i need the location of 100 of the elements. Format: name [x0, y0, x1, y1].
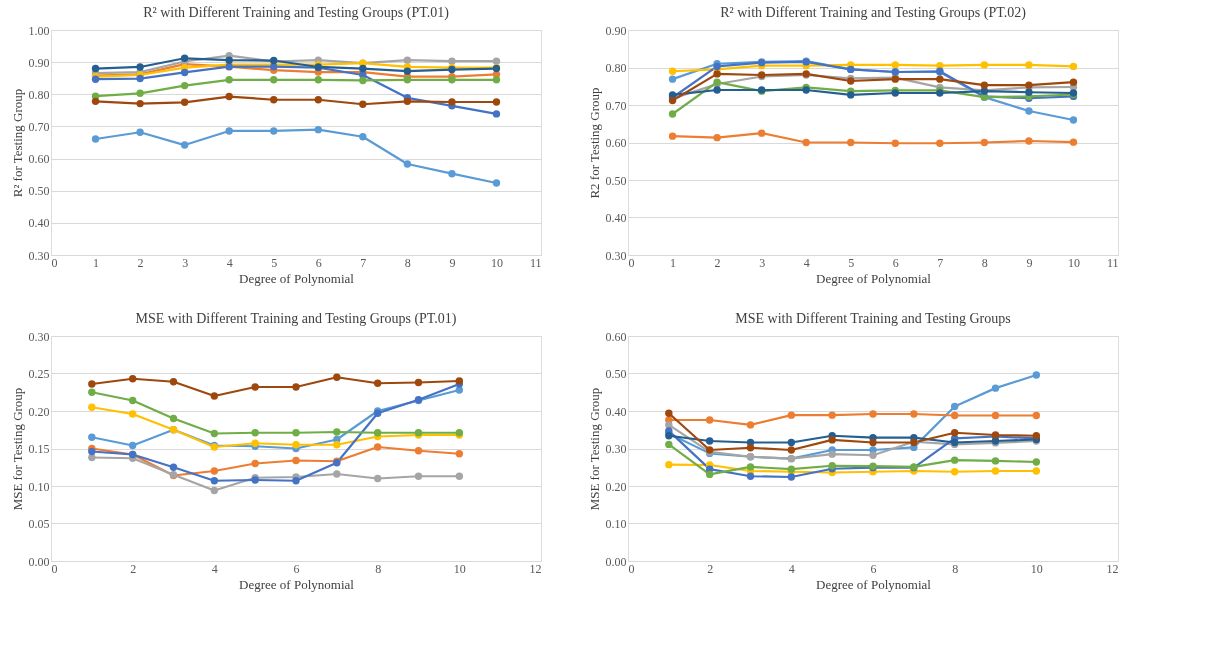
point — [128, 396, 137, 405]
point — [492, 98, 501, 106]
x-tick-label: 10 — [453, 561, 466, 576]
y-tick-label: 0.05 — [28, 517, 50, 531]
y-tick-label: 0.40 — [28, 216, 50, 231]
point — [180, 68, 189, 77]
point — [180, 54, 189, 62]
point — [225, 92, 233, 101]
y-tick-label: 1.00 — [28, 23, 50, 38]
point — [128, 410, 137, 418]
point — [950, 411, 959, 420]
point — [828, 436, 836, 444]
point — [713, 86, 721, 94]
point — [991, 411, 1000, 420]
x-tick-label: 2 — [137, 255, 144, 270]
y-tick-label: 0.60 — [28, 152, 50, 167]
point — [665, 440, 673, 449]
point — [359, 133, 367, 141]
point — [270, 76, 278, 84]
point — [1032, 467, 1041, 475]
point — [980, 61, 989, 69]
x-tick-label: 2 — [714, 255, 721, 270]
point — [950, 456, 959, 464]
point — [713, 133, 721, 142]
point — [314, 76, 322, 84]
y-tick-label: 0.40 — [605, 404, 627, 419]
point — [757, 129, 766, 137]
x-tick-label: 12 — [529, 561, 542, 576]
point — [1032, 458, 1041, 466]
y-tick-label: 0.50 — [605, 173, 627, 188]
point — [492, 76, 501, 84]
x-tick-label: 0 — [628, 561, 635, 576]
point — [91, 135, 100, 143]
point — [169, 378, 178, 386]
point — [180, 98, 189, 107]
point — [1025, 137, 1033, 145]
y-axis-title: MSE for Testing Group — [586, 387, 602, 511]
point — [455, 450, 464, 458]
point — [787, 473, 796, 481]
y-axis-title: R2 for Testing Group — [586, 87, 602, 199]
chart-title: R² with Different Training and Testing Groups (PT.02) — [720, 5, 1027, 21]
point — [1032, 371, 1041, 379]
x-tick-label: 6 — [293, 561, 300, 576]
x-tick-label: 5 — [271, 255, 278, 270]
point — [225, 127, 233, 135]
point — [1069, 78, 1078, 86]
point — [847, 91, 855, 99]
x-tick-label: 11 — [1106, 255, 1119, 270]
chart-title: MSE with Different Training and Testing Groups (PT.01) — [135, 311, 457, 327]
point — [1069, 116, 1078, 124]
point — [88, 380, 96, 388]
x-tick-label: 0 — [51, 561, 58, 576]
y-tick-label: 0.60 — [605, 329, 627, 344]
x-tick-label: 2 — [707, 561, 714, 576]
point — [403, 56, 412, 64]
x-axis-title: Degree of Polynomial — [816, 270, 932, 286]
point — [333, 441, 341, 449]
point — [668, 110, 677, 118]
y-tick-label: 0.90 — [605, 23, 627, 38]
point — [869, 451, 877, 459]
point — [713, 70, 721, 78]
point — [88, 433, 96, 441]
point — [668, 75, 677, 83]
point — [448, 169, 456, 178]
point — [225, 56, 233, 64]
point — [950, 402, 959, 411]
point — [270, 127, 278, 135]
point — [869, 438, 877, 447]
point — [91, 97, 100, 106]
point — [210, 467, 219, 475]
point — [210, 477, 219, 485]
x-tick-label: 1 — [93, 255, 100, 270]
point — [891, 61, 899, 69]
point — [414, 447, 423, 455]
point — [136, 99, 144, 108]
y-tick-label: 0.80 — [605, 61, 627, 75]
point — [88, 388, 96, 396]
point — [787, 411, 796, 419]
point — [448, 98, 456, 106]
point — [88, 453, 96, 462]
point — [950, 468, 959, 476]
point — [891, 139, 899, 147]
point — [1025, 107, 1033, 115]
point — [88, 403, 96, 411]
point — [373, 379, 382, 387]
point — [991, 467, 1000, 475]
point — [668, 67, 677, 75]
point — [936, 139, 944, 147]
y-tick-label: 0.50 — [28, 184, 50, 199]
point — [292, 429, 300, 437]
point — [980, 138, 989, 147]
x-tick-label: 4 — [788, 561, 795, 576]
y-tick-label: 0.15 — [28, 442, 50, 456]
x-tick-label: 9 — [449, 255, 456, 270]
point — [169, 463, 178, 471]
point — [455, 472, 464, 480]
point — [359, 64, 367, 73]
point — [802, 138, 810, 147]
point — [128, 375, 137, 383]
y-tick-label: 0.80 — [28, 87, 50, 102]
